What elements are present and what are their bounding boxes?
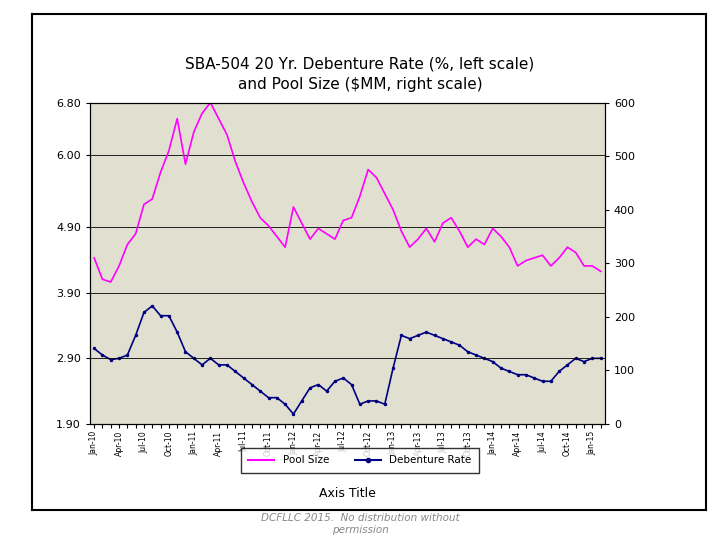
Text: DCFLLC 2015.  No distribution without
permission: DCFLLC 2015. No distribution without per…: [261, 513, 459, 535]
Debenture Rate: [231, 368, 240, 375]
Line: Debenture Rate: Debenture Rate: [93, 305, 602, 415]
Pool Size: [206, 99, 215, 106]
Pool Size: [239, 180, 248, 186]
Pool Size: [414, 236, 423, 242]
Pool Size: [140, 201, 148, 207]
Pool Size: [198, 110, 207, 117]
Debenture Rate: [148, 302, 156, 309]
Pool Size: [90, 255, 99, 261]
Pool Size: [546, 262, 555, 269]
Debenture Rate: [131, 332, 140, 339]
Pool Size: [107, 279, 115, 285]
Debenture Rate: [596, 355, 605, 362]
Debenture Rate: [90, 345, 99, 352]
Pool Size: [596, 268, 605, 274]
Debenture Rate: [546, 378, 555, 384]
X-axis label: Axis Title: Axis Title: [319, 487, 376, 500]
Debenture Rate: [356, 401, 364, 408]
Debenture Rate: [198, 362, 207, 368]
Debenture Rate: [289, 411, 298, 417]
Pool Size: [356, 193, 364, 200]
Text: SBA-504 20 Yr. Debenture Rate (%, left scale)
and Pool Size ($MM, right scale): SBA-504 20 Yr. Debenture Rate (%, left s…: [185, 57, 535, 91]
Line: Pool Size: Pool Size: [94, 103, 600, 282]
Debenture Rate: [414, 332, 423, 339]
Legend: Pool Size, Debenture Rate: Pool Size, Debenture Rate: [241, 448, 479, 472]
